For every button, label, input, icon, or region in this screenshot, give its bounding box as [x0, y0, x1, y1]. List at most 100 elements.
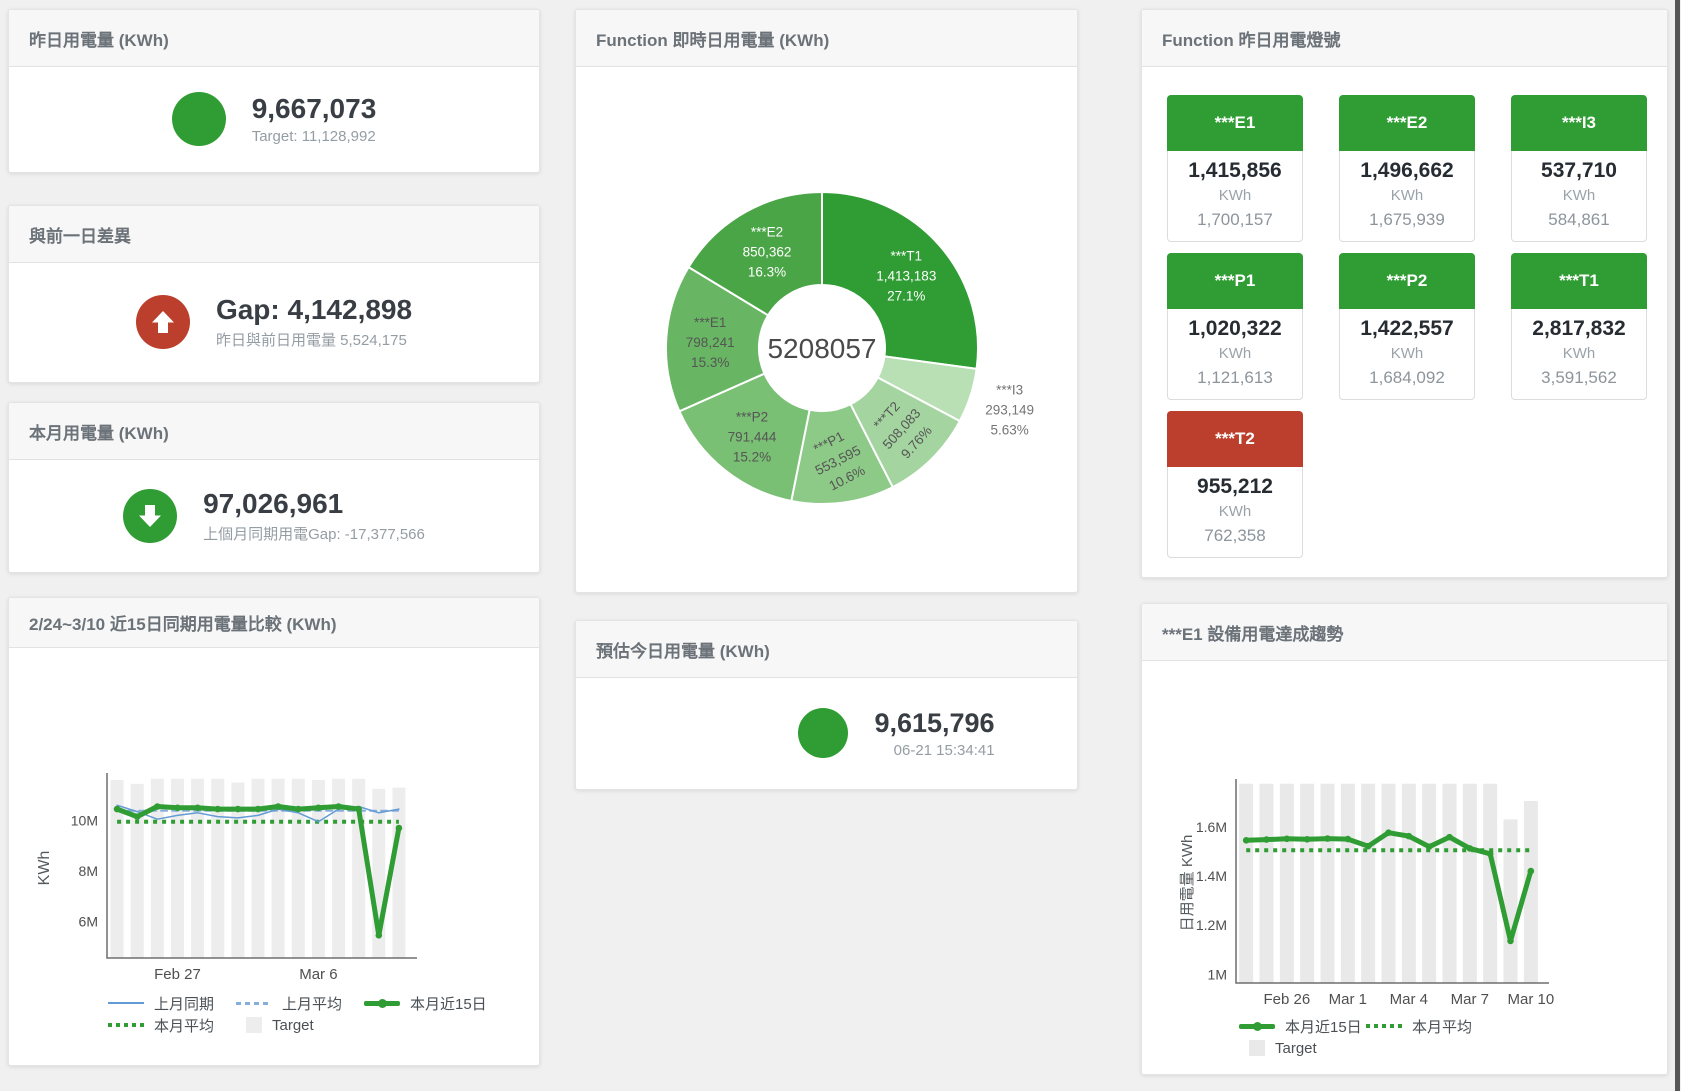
tile-body: 1,496,662 KWh 1,675,939 — [1339, 151, 1475, 242]
svg-text:293,149: 293,149 — [985, 402, 1034, 417]
legend-item[interactable]: 上月同期 — [108, 992, 236, 1014]
donut-slice-E2 — [687, 190, 823, 317]
tile-unit: KWh — [1562, 187, 1596, 204]
tile-unit: KWh — [1562, 345, 1596, 362]
svg-text:1,413,183: 1,413,183 — [876, 268, 936, 283]
legend-swatch-dashed-icon — [236, 1001, 272, 1005]
card-title-text: 2/24~3/10 近15日同期用電量比較 (KWh) — [29, 615, 337, 634]
legend-label: Target — [272, 1016, 314, 1034]
tile-label: ***I3 — [1561, 113, 1597, 132]
legend-label: Target — [1275, 1039, 1317, 1057]
svg-text:***E2: ***E2 — [751, 224, 783, 239]
card-title: 昨日用電量 (KWh) — [9, 10, 539, 67]
card-title: 2/24~3/10 近15日同期用電量比較 (KWh) — [9, 598, 539, 648]
tile-status-header: ***E2 — [1339, 95, 1475, 151]
legend-item[interactable]: 本月近15日 — [364, 992, 492, 1014]
card-realtime-usage-donut: Function 即時日用電量 (KWh) ***T1 1,413,183 27.1… — [575, 9, 1078, 593]
comparison-line-chart[interactable]: 6M 8M 10M Feb 27 Mar 6 KWh — [9, 648, 541, 983]
donut-slice-E1 — [665, 265, 770, 413]
svg-text:1.6M: 1.6M — [1196, 819, 1227, 835]
tile-status-header: ***I3 — [1511, 95, 1647, 151]
card-title: 本月用電量 (KWh) — [9, 403, 539, 460]
legend-item[interactable]: 本月平均 — [1366, 1015, 1493, 1037]
arrow-down-icon — [139, 504, 162, 527]
legend-label: 本月平均 — [154, 1017, 215, 1035]
tile-value: 2,817,832 — [1532, 317, 1626, 340]
legend-item[interactable]: 上月平均 — [236, 992, 364, 1014]
tile-target-value: 1,675,939 — [1369, 210, 1445, 229]
tile-value: 537,710 — [1541, 159, 1617, 182]
legend-label: 本月近15日 — [1285, 1018, 1362, 1036]
status-tile: ***E1 1,415,856 KWh 1,700,157 — [1167, 95, 1303, 242]
legend-item[interactable]: 本月平均 — [108, 1014, 236, 1036]
stat-body: Gap: 4,142,898 昨日與前日用電量 5,524,175 — [9, 263, 539, 381]
legend-item[interactable]: Target — [1239, 1037, 1439, 1059]
svg-text:***P2: ***P2 — [736, 409, 768, 424]
scrollbar[interactable] — [1675, 0, 1680, 1091]
svg-text:5.63%: 5.63% — [990, 422, 1028, 437]
tile-body: 2,817,832 KWh 3,591,562 — [1511, 309, 1647, 400]
svg-text:1M: 1M — [1208, 966, 1227, 982]
tile-target-value: 3,591,562 — [1541, 368, 1617, 387]
card-gap-previous-day: 與前一日差異 Gap: 4,142,898 昨日與前日用電量 5,524,175 — [8, 205, 540, 383]
svg-text:27.1%: 27.1% — [887, 288, 925, 303]
svg-text:Mar 1: Mar 1 — [1329, 991, 1367, 1006]
svg-text:日用電量 KWh: 日用電量 KWh — [1179, 835, 1196, 932]
tile-value: 1,422,557 — [1360, 317, 1454, 340]
stat-subtitle: 昨日與前日用電量 5,524,175 — [215, 332, 407, 349]
card-yesterday-status-lights: Function 昨日用電燈號 ***E1 1,415,856 KWh 1,70… — [1141, 9, 1668, 578]
status-tile: ***I3 537,710 KWh 584,861 — [1511, 95, 1647, 242]
tile-status-header: ***P1 — [1167, 253, 1303, 309]
svg-text:***E1: ***E1 — [694, 315, 726, 330]
usage-donut-chart[interactable]: ***T11,413,18327.1%***I3293,1495.63%***T… — [576, 67, 1079, 593]
card-title: 預估今日用電量 (KWh) — [576, 621, 1077, 678]
svg-text:Mar 6: Mar 6 — [299, 966, 337, 983]
svg-text:Mar 4: Mar 4 — [1390, 991, 1428, 1006]
stat-subtitle: Target: 11,128,992 — [251, 128, 376, 145]
svg-text:Mar 7: Mar 7 — [1451, 991, 1489, 1006]
svg-text:798,241: 798,241 — [686, 335, 735, 350]
arrow-down-circle-icon — [123, 488, 178, 543]
tile-value: 1,415,856 — [1188, 159, 1282, 182]
tile-label: ***E1 — [1214, 113, 1256, 132]
svg-text:15.2%: 15.2% — [733, 449, 771, 464]
svg-text:15.3%: 15.3% — [691, 355, 729, 370]
status-tile: ***T2 955,212 KWh 762,358 — [1167, 411, 1303, 558]
status-tile: ***P1 1,020,322 KWh 1,121,613 — [1167, 253, 1303, 400]
tile-value: 955,212 — [1197, 475, 1273, 498]
legend-swatch-thick-icon — [364, 998, 400, 1008]
card-title-text: Function 即時日用電量 (KWh) — [596, 30, 830, 50]
stat-subtitle: 上個月同期用電Gap: -17,377,566 — [203, 525, 425, 543]
legend-item[interactable]: Target — [236, 1014, 436, 1036]
card-title-text: ***E1 設備用電達成趨勢 — [1162, 624, 1344, 644]
legend-swatch-bar-icon — [246, 1017, 262, 1033]
tile-target-value: 1,121,613 — [1197, 368, 1273, 387]
tile-unit: KWh — [1218, 503, 1252, 520]
legend-item[interactable]: 本月近15日 — [1239, 1015, 1366, 1037]
stat-value: 9,615,796 — [874, 708, 995, 738]
donut-center-total: 5208057 — [767, 333, 876, 364]
card-month-usage: 本月用電量 (KWh) 97,026,961 上個月同期用電Gap: -17,3… — [8, 402, 540, 573]
e1-trend-line-chart[interactable]: 1M 1.2M 1.4M 1.6M Feb 26 Mar 1 Mar 4 Mar 7 Mar 1… — [1142, 661, 1669, 1008]
stat-value: 9,667,073 — [251, 93, 377, 124]
svg-text:8M: 8M — [79, 863, 98, 879]
chart-legend: 上月同期 上月平均 本月近15日本月平均 Target — [9, 992, 539, 1036]
tile-unit: KWh — [1390, 187, 1424, 204]
status-tile: ***E2 1,496,662 KWh 1,675,939 — [1339, 95, 1475, 242]
tile-status-header: ***E1 — [1167, 95, 1303, 151]
tile-unit: KWh — [1218, 187, 1252, 204]
tile-target-value: 584,861 — [1548, 210, 1610, 229]
tile-label: ***P2 — [1386, 271, 1428, 290]
svg-text:***I3: ***I3 — [996, 382, 1023, 397]
tile-label: ***P1 — [1214, 271, 1256, 290]
card-title-text: 昨日用電量 (KWh) — [29, 30, 169, 50]
tile-unit: KWh — [1218, 345, 1252, 362]
arrow-up-icon — [151, 311, 174, 333]
card-title-text: Function 昨日用電燈號 — [1162, 30, 1341, 50]
legend-swatch-dotted-icon — [108, 1023, 144, 1027]
donut-slice-T1 — [821, 190, 980, 371]
donut-slice-P2 — [678, 372, 811, 503]
status-tile: ***P2 1,422,557 KWh 1,684,092 — [1339, 253, 1475, 400]
card-title-text: 預估今日用電量 (KWh) — [596, 641, 770, 661]
svg-text:KWh: KWh — [36, 851, 53, 886]
